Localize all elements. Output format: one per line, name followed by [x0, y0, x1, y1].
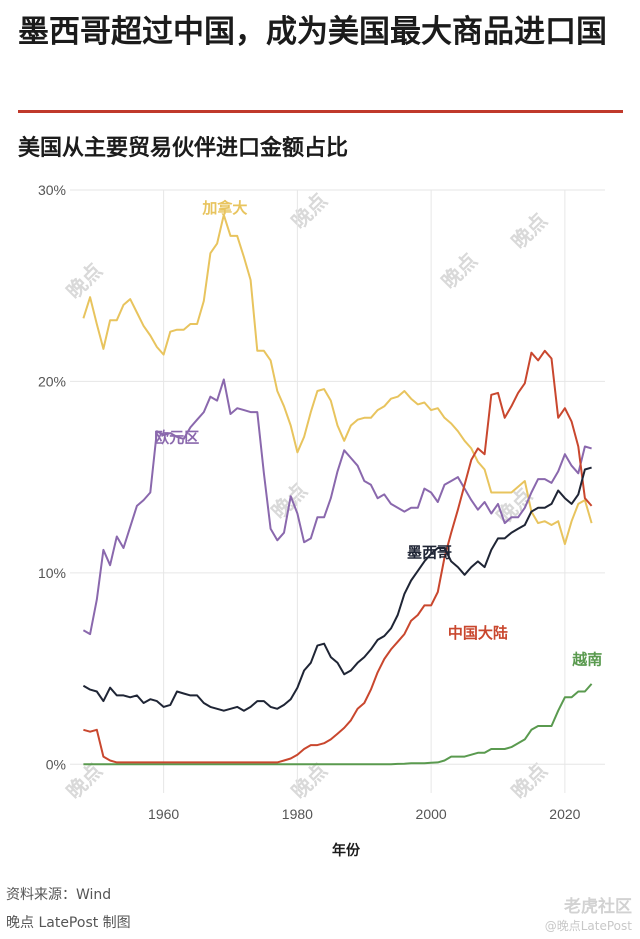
y-tick-label: 20%	[38, 373, 66, 389]
y-tick-label: 10%	[38, 565, 66, 581]
chart-title: 墨西哥超过中国，成为美国最大商品进口国	[18, 14, 607, 50]
series-line-中国大陆	[83, 349, 593, 764]
watermark-text: 晚点	[507, 758, 552, 803]
watermark-text: 晚点	[507, 208, 552, 253]
x-axis-ticks: 1960 1980 2000 2020	[148, 806, 581, 822]
x-tick-label: 1960	[148, 806, 179, 822]
series-line-越南	[83, 683, 593, 766]
title-divider	[18, 110, 623, 113]
series-label: 中国大陆	[448, 624, 508, 642]
corner-brand: 老虎社区	[564, 897, 632, 917]
y-axis-ticks: 0% 10% 20% 30%	[38, 182, 66, 772]
series-line-墨西哥	[82, 466, 592, 712]
series-label: 加拿大	[201, 199, 247, 217]
y-tick-label: 30%	[38, 182, 66, 198]
chart-subtitle: 美国从主要贸易伙伴进口金额占比	[18, 136, 349, 161]
series-label: 墨西哥	[407, 544, 452, 562]
watermark-text: 晚点	[287, 188, 332, 233]
x-tick-label: 2000	[416, 806, 447, 822]
chart-credit: 晚点 LatePost 制图	[6, 915, 131, 931]
series-lines	[82, 213, 593, 766]
series-label: 越南	[571, 651, 602, 669]
series-line-加拿大	[82, 213, 593, 546]
corner-watermark: 老虎社区 @晚点LatePost	[545, 892, 632, 934]
watermark-text: 晚点	[62, 258, 107, 303]
x-axis-label: 年份	[332, 842, 361, 859]
y-tick-label: 0%	[46, 756, 66, 772]
series-label: 欧元区	[154, 429, 199, 447]
watermark-text: 晚点	[437, 248, 482, 293]
series-line-欧元区	[82, 378, 592, 636]
x-tick-label: 1980	[282, 806, 313, 822]
corner-handle: @晚点LatePost	[544, 919, 632, 933]
data-source: 资料来源：Wind	[6, 887, 112, 903]
x-tick-label: 2020	[549, 806, 580, 822]
